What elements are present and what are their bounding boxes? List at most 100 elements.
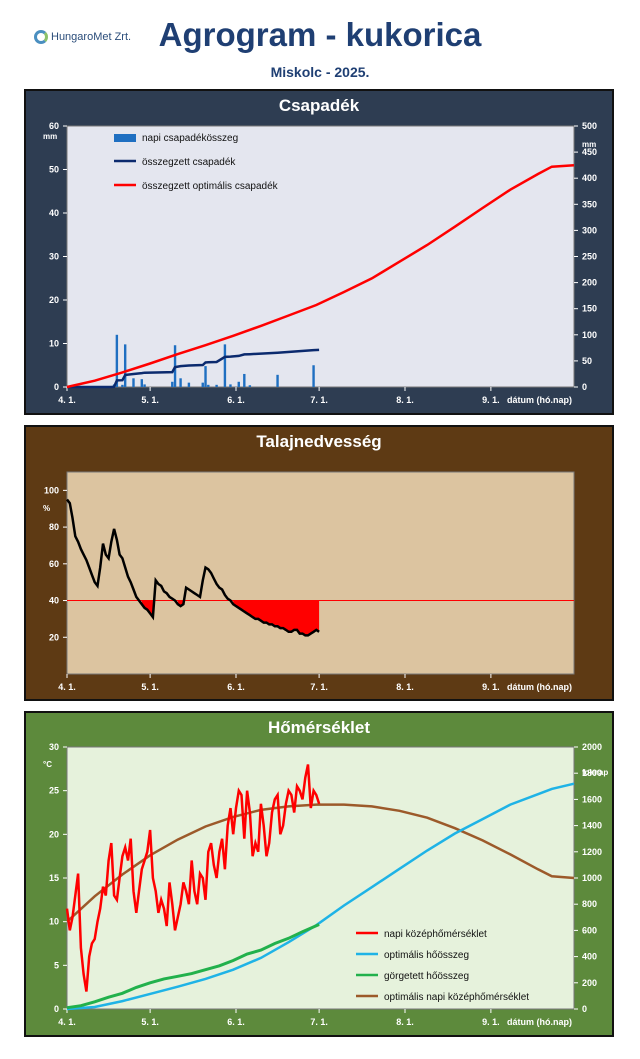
optimal-precip-line xyxy=(66,163,575,389)
x-tick-label: 9. 1. xyxy=(482,682,500,692)
soil-moisture-panel: Talajnedvesség 20 40 60 80 100% 4. 1. 5. 1. 6. 1… xyxy=(24,425,614,701)
daily-mean-temp-line xyxy=(65,764,321,992)
chart-title: Talajnedvesség xyxy=(256,432,381,451)
y-right-tick-label: 1600 xyxy=(582,794,602,804)
temperature-chart: Hőmérséklet 0 5 10 15 20 25 30 °C 0 200 400 600 800 10… xyxy=(29,716,609,1027)
precip-bar xyxy=(121,384,124,387)
x-tick-label: 4. 1. xyxy=(58,395,76,405)
precip-bar xyxy=(179,378,182,387)
precip-bar xyxy=(312,365,315,387)
precip-bar xyxy=(229,384,232,387)
legend-label: napi csapadékösszeg xyxy=(142,133,238,144)
x-tick-label: 6. 1. xyxy=(227,395,245,405)
y-axis-unit: °C xyxy=(43,760,52,769)
y-tick-label: 0 xyxy=(54,1004,59,1014)
precip-bar xyxy=(132,378,135,387)
precip-bar xyxy=(223,344,227,387)
logo-text: HungaroMet Zrt. xyxy=(51,31,132,43)
y-right-tick-label: 1800 xyxy=(582,768,602,778)
x-tick-label: 5. 1. xyxy=(141,1017,159,1027)
y-right-axis-unit: mm xyxy=(582,140,596,149)
y-right-tick-label: 50 xyxy=(582,356,592,366)
x-axis-label: dátum (hó.nap) xyxy=(507,1017,572,1027)
precip-bar xyxy=(201,382,204,387)
plot-area xyxy=(66,471,575,675)
y-right-tick-label: 2000 xyxy=(582,742,602,752)
y-right-axis-unit: foknap xyxy=(582,768,608,777)
logo-icon xyxy=(34,30,48,44)
precipitation-chart: Csapadék0102030405060mm05010015020025030… xyxy=(29,94,609,405)
x-tick-label: 8. 1. xyxy=(396,1017,414,1027)
y-right-tick-label: 100 xyxy=(582,330,597,340)
x-tick-label: 9. 1. xyxy=(482,395,500,405)
soil-moisture-line xyxy=(66,498,320,637)
precip-bar xyxy=(187,382,191,387)
legend-label: összegzett optimális csapadék xyxy=(142,181,279,192)
chart-title-bar xyxy=(29,716,609,738)
y-right-tick-label: 0 xyxy=(582,1004,587,1014)
precip-bar xyxy=(276,374,279,387)
optimal-daily-temp-line xyxy=(66,803,575,923)
precip-bar xyxy=(123,344,127,387)
precip-bar xyxy=(171,381,174,387)
logo: HungaroMet Zrt. xyxy=(34,30,131,44)
y-tick-label: 5 xyxy=(54,960,59,970)
y-tick-label: 15 xyxy=(49,873,59,883)
chart-title: Csapadék xyxy=(279,96,360,115)
y-right-tick-label: 300 xyxy=(582,225,597,235)
precip-bar xyxy=(140,379,144,387)
y-tick-label: 30 xyxy=(49,252,59,262)
plot-area xyxy=(66,125,575,388)
y-right-tick-label: 1200 xyxy=(582,847,602,857)
precip-bar xyxy=(143,384,146,387)
chart-title-bar xyxy=(29,430,609,452)
y-tick-label: 20 xyxy=(49,632,59,642)
plot-area xyxy=(66,746,575,1010)
x-tick-label: 8. 1. xyxy=(396,395,414,405)
x-tick-label: 6. 1. xyxy=(227,1017,245,1027)
temperature-panel: Hőmérséklet 0 5 10 15 20 25 30 °C 0 200 400 600 800 10… xyxy=(24,711,614,1037)
chart-title-bar xyxy=(29,94,609,116)
precip-bar xyxy=(215,384,218,387)
precip-bar xyxy=(207,384,210,387)
page-subtitle: Miskolc - 2025. xyxy=(270,64,370,80)
legend-label: optimális napi középhőmérséklet xyxy=(384,992,529,1003)
y-tick-label: 40 xyxy=(49,596,59,606)
y-tick-label: 40 xyxy=(49,208,59,218)
x-tick-label: 9. 1. xyxy=(482,1017,500,1027)
y-tick-label: 30 xyxy=(49,742,59,752)
x-axis-label: dátum (hó.nap) xyxy=(507,682,572,692)
y-right-tick-label: 450 xyxy=(582,147,597,157)
y-tick-label: 50 xyxy=(49,165,59,175)
soil-moisture-chart: Talajnedvesség 20 40 60 80 100% 4. 1. 5. 1. 6. 1… xyxy=(29,430,609,692)
y-axis-unit: % xyxy=(43,504,50,513)
y-right-tick-label: 1400 xyxy=(582,821,602,831)
y-right-tick-label: 150 xyxy=(582,304,597,314)
y-tick-label: 10 xyxy=(49,339,59,349)
y-tick-label: 80 xyxy=(49,522,59,532)
precip-bar xyxy=(115,334,119,387)
precip-bar xyxy=(248,385,252,387)
y-right-tick-label: 1000 xyxy=(582,873,602,883)
y-tick-label: 20 xyxy=(49,295,59,305)
x-tick-label: 7. 1. xyxy=(310,682,328,692)
rolling-heat-sum-line xyxy=(66,923,320,1010)
optimal-heat-sum-line xyxy=(66,782,575,1011)
y-right-tick-label: 400 xyxy=(582,173,597,183)
y-right-tick-label: 200 xyxy=(582,978,597,988)
legend-label: napi középhőmérséklet xyxy=(384,929,487,940)
chart-title: Hőmérséklet xyxy=(268,718,370,737)
y-tick-label: 100 xyxy=(44,485,59,495)
cumulative-precip-line xyxy=(67,348,320,389)
y-tick-label: 60 xyxy=(49,121,59,131)
y-axis-unit: mm xyxy=(43,132,57,141)
y-tick-label: 25 xyxy=(49,786,59,796)
legend-label: optimális hőösszeg xyxy=(384,950,469,961)
y-tick-label: 20 xyxy=(49,829,59,839)
y-right-tick-label: 350 xyxy=(582,199,597,209)
y-tick-label: 10 xyxy=(49,917,59,927)
y-right-tick-label: 250 xyxy=(582,252,597,262)
y-tick-label: 0 xyxy=(54,382,59,392)
y-right-tick-label: 600 xyxy=(582,925,597,935)
y-right-tick-label: 500 xyxy=(582,121,597,131)
